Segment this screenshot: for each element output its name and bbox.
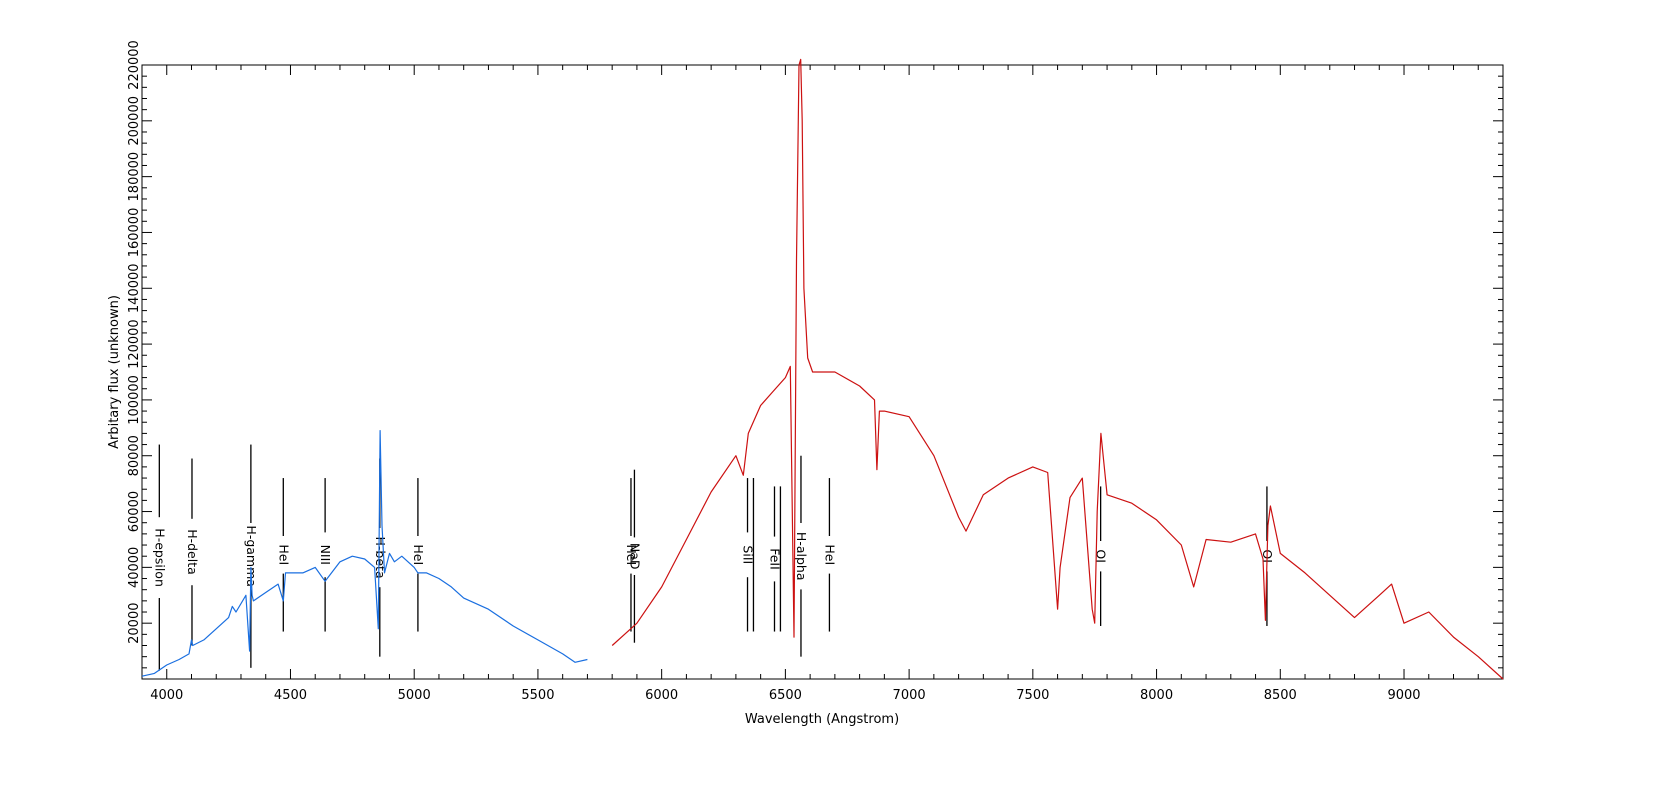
line-marker-label: HeI xyxy=(276,544,291,565)
x-tick-label: 6000 xyxy=(645,688,678,703)
y-tick-label: 200000 xyxy=(127,96,142,146)
spectrum-series xyxy=(141,58,1504,680)
line-marker-label: NaD xyxy=(627,543,642,570)
line-marker-label: H-alpha xyxy=(794,532,809,581)
x-tick-label: 6500 xyxy=(769,688,802,703)
line-marker-label: FeII xyxy=(767,548,782,570)
x-tick-label: 8000 xyxy=(1140,688,1173,703)
x-tick-label: 8500 xyxy=(1264,688,1297,703)
x-tick-label: 7000 xyxy=(893,688,926,703)
line-marker-label: NIII xyxy=(318,545,333,565)
y-axis-title: Arbitary flux (unknown) xyxy=(107,295,122,449)
x-tick-label: 7500 xyxy=(1016,688,1049,703)
line-marker-label: SiII xyxy=(741,545,756,564)
spectrum-line xyxy=(611,58,1504,680)
plot-frame xyxy=(141,64,1504,680)
line-marker-label: HeI xyxy=(411,544,426,565)
x-tick-label: 4000 xyxy=(150,688,183,703)
x-axis-title: Wavelength (Angstrom) xyxy=(745,712,899,727)
spectrum-line xyxy=(141,430,588,677)
y-tick-label: 180000 xyxy=(127,152,142,202)
x-tick-label: 4500 xyxy=(274,688,307,703)
y-tick-label: 80000 xyxy=(127,435,142,476)
line-marker-label: HeI xyxy=(822,544,837,565)
line-markers: H-epsilon H-delta H-gamma HeI NIII H-beta HeI N… xyxy=(152,444,1275,671)
y-tick-label: 220000 xyxy=(127,40,142,90)
x-tick-label: 5000 xyxy=(398,688,431,703)
line-marker-label: H-epsilon xyxy=(152,528,167,587)
y-tick-label: 40000 xyxy=(127,547,142,588)
x-axis: 4000 4500 5000 5500 6000 6500 7000 7500 8000 8500… xyxy=(141,65,1504,703)
y-tick-label: 20000 xyxy=(127,603,142,644)
line-marker-label: H-delta xyxy=(185,529,200,575)
y-tick-label: 120000 xyxy=(127,319,142,369)
line-marker-label: OI xyxy=(1094,549,1109,563)
line-marker-label: HeI xyxy=(624,544,639,565)
y-tick-label: 60000 xyxy=(127,491,142,532)
x-tick-label: 9000 xyxy=(1387,688,1420,703)
y-tick-label: 100000 xyxy=(127,375,142,425)
x-tick-label: 5500 xyxy=(521,688,554,703)
y-tick-label: 160000 xyxy=(127,208,142,258)
y-tick-label: 140000 xyxy=(127,263,142,313)
line-marker-label: H-gamma xyxy=(244,525,259,587)
y-axis: 20000 40000 60000 80000 100000 120000 140000 16… xyxy=(127,40,1503,669)
